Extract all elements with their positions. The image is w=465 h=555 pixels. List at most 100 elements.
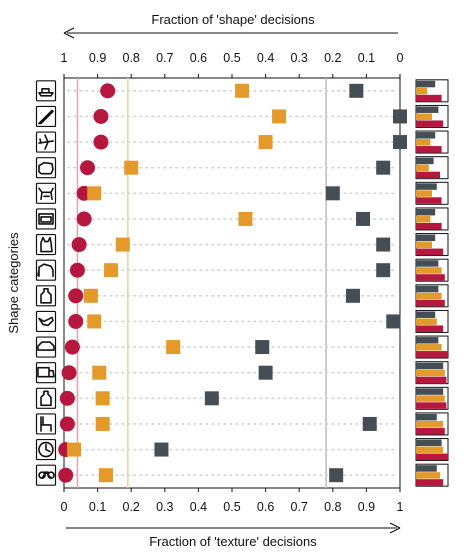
icon-glyph <box>38 187 54 201</box>
icon-glyph <box>40 390 52 407</box>
row-bar <box>416 234 436 242</box>
row-bar <box>416 183 437 190</box>
bottom-axis-arrow <box>66 522 401 534</box>
bottle-icon <box>35 285 57 307</box>
top-tick-label: 0.2 <box>324 51 341 65</box>
circle-marker <box>59 390 75 406</box>
row-bar <box>416 139 431 146</box>
reference-lines <box>76 78 327 488</box>
circle-marker <box>58 467 74 483</box>
knife-icon <box>35 105 57 128</box>
row-bar-panel <box>415 104 449 128</box>
row-bar <box>416 190 432 197</box>
row-bar-panel <box>415 412 449 436</box>
row-bar <box>416 157 434 165</box>
row-bar-panel <box>415 258 449 282</box>
row-bar <box>416 439 442 447</box>
gray-square-marker <box>376 263 391 278</box>
icon-glyph <box>38 88 54 97</box>
oven-icon <box>35 208 57 230</box>
chair-icon <box>35 413 57 435</box>
gray-square-marker <box>386 314 401 329</box>
row-bar <box>416 208 436 216</box>
gray-square-marker <box>393 109 407 124</box>
gray-square-marker <box>258 365 273 380</box>
row-bar-panels <box>415 79 449 487</box>
row-bar <box>416 318 437 325</box>
icon-glyph <box>38 134 54 150</box>
circle-marker <box>61 365 77 381</box>
bottom-tick-label: 0.3 <box>156 500 173 514</box>
gray-square-marker <box>345 288 360 303</box>
category-icons <box>35 80 57 486</box>
orange-square-marker <box>95 416 110 431</box>
bottom-tick-label: 1 <box>397 500 404 514</box>
dog-icon <box>35 182 57 204</box>
row-bar <box>416 362 444 370</box>
row-bar <box>416 197 442 204</box>
bird-icon <box>35 310 57 333</box>
row-bar-panel <box>415 233 449 257</box>
bottom-arrow-head <box>389 522 401 534</box>
row-bar <box>416 402 447 409</box>
row-bar-panel <box>415 438 449 462</box>
top-tick-label: 1 <box>61 51 68 65</box>
bicycle-icon <box>35 464 57 486</box>
circle-marker <box>80 160 96 176</box>
top-tick-label: 0.9 <box>89 51 106 65</box>
orange-square-marker <box>95 391 110 406</box>
icon-glyph <box>40 288 52 304</box>
circle-marker <box>100 83 116 99</box>
icon-frame <box>35 80 57 102</box>
row-bar <box>416 351 448 358</box>
data-marks <box>58 83 407 483</box>
orange-square-marker <box>258 135 273 150</box>
row-bar <box>416 325 444 332</box>
icon-glyph <box>38 109 54 125</box>
row-bar <box>416 267 442 274</box>
top-axis-ticks: 1 0.9 0.8 0.7 0.6 0.5 0.4 0.3 0.2 0.1 0 <box>61 51 404 78</box>
top-tick-label: 0.5 <box>223 51 240 65</box>
circle-marker <box>68 288 84 304</box>
orange-square-marker <box>87 186 102 201</box>
gray-square-marker <box>204 391 219 406</box>
circle-marker <box>71 237 87 253</box>
top-tick-label: 0.6 <box>190 51 207 65</box>
icon-frame <box>35 182 57 204</box>
row-bar <box>416 465 437 472</box>
gray-square-marker <box>356 211 371 226</box>
icon-glyph <box>40 416 52 432</box>
row-bar <box>416 446 444 454</box>
orange-square-marker <box>104 263 119 278</box>
top-arrow-head <box>63 27 75 39</box>
row-bar <box>416 420 444 428</box>
gray-square-marker <box>329 468 344 483</box>
row-bar-panel <box>415 386 449 410</box>
row-bar <box>416 311 436 318</box>
row-bar <box>416 453 448 461</box>
row-bar <box>416 413 437 421</box>
icon-glyph <box>37 341 55 351</box>
row-bar <box>416 292 442 300</box>
circle-marker <box>69 262 85 278</box>
bear-icon <box>35 157 57 179</box>
row-bar <box>416 164 429 172</box>
y-axis-title: Shape categories <box>6 232 21 334</box>
top-tick-label: 0.4 <box>257 51 274 65</box>
gray-square-marker <box>362 416 377 431</box>
orange-square-marker <box>272 109 287 124</box>
row-bar-panel <box>415 309 449 333</box>
row-bar <box>416 337 439 344</box>
icon-glyph <box>37 366 55 378</box>
icon-glyph <box>38 161 54 175</box>
row-bar <box>416 472 440 479</box>
bottom-tick-label: 0.9 <box>358 500 375 514</box>
row-bar <box>416 369 445 377</box>
orange-square-marker <box>115 237 130 252</box>
bottle-icon <box>35 387 57 409</box>
row-bar-panel <box>415 156 449 180</box>
row-bar <box>416 248 444 256</box>
icon-frame <box>35 310 57 333</box>
icon-glyph <box>38 441 54 458</box>
